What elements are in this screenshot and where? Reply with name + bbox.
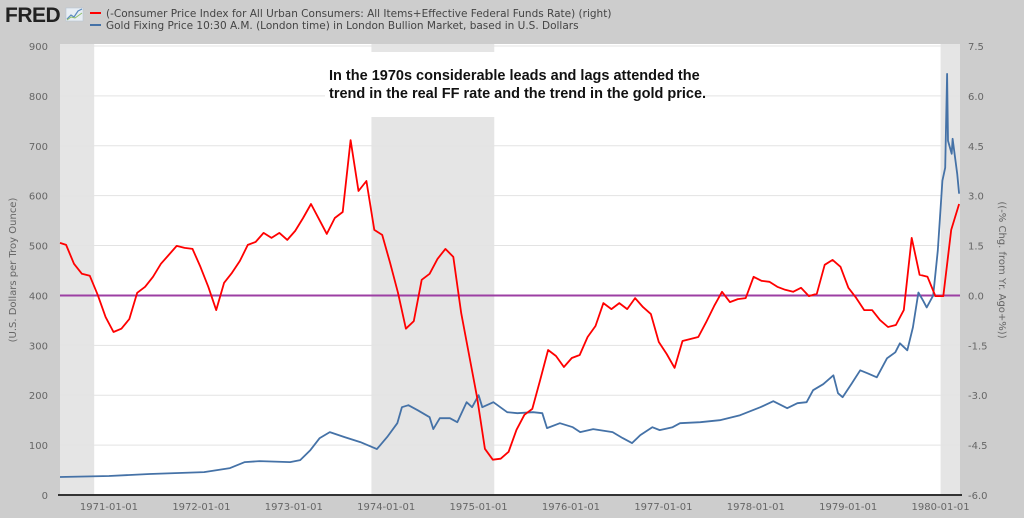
y-tick-label: 300 xyxy=(29,341,48,352)
series-lines xyxy=(59,73,960,478)
y-tick-label: 100 xyxy=(29,441,48,452)
legend-item-cpi-ff[interactable]: (-Consumer Price Index for All Urban Con… xyxy=(90,8,611,20)
legend-item-gold[interactable]: Gold Fixing Price 10:30 A.M. (London tim… xyxy=(90,20,579,32)
y-tick-label: 200 xyxy=(29,391,48,402)
x-tick-label: 1972-01-01 xyxy=(172,502,230,513)
y-right-tick-label: -3.0 xyxy=(968,391,988,402)
legend: (-Consumer Price Index for All Urban Con… xyxy=(90,8,611,32)
y-tick-label: 400 xyxy=(29,291,48,302)
x-tick-label: 1974-01-01 xyxy=(357,502,415,513)
recession-band xyxy=(940,44,960,495)
x-axis-ticks: 1971-01-01 1972-01-01 1973-01-01 1974-01-01… xyxy=(80,502,970,513)
x-tick-label: 1976-01-01 xyxy=(542,502,600,513)
series-real-ff-rate-line xyxy=(59,139,960,461)
y-tick-label: 0 xyxy=(42,491,48,502)
y-right-tick-label: 3.0 xyxy=(968,192,984,203)
annotation-box xyxy=(325,52,705,117)
x-tick-label: 1973-01-01 xyxy=(265,502,323,513)
x-tick-label: 1975-01-01 xyxy=(450,502,508,513)
annotation-line-1: In the 1970s considerable leads and lags… xyxy=(329,68,700,84)
x-tick-label: 1978-01-01 xyxy=(727,502,785,513)
y-axis-left-title: (U.S. Dollars per Troy Ounce) xyxy=(8,198,19,343)
y-axis-left-ticks: 0 100 200 300 400 500 600 700 800 900 xyxy=(29,42,48,502)
recession-band xyxy=(60,44,95,495)
annotation-line-2: trend in the real FF rate and the trend … xyxy=(329,86,706,102)
y-right-tick-label: 0.0 xyxy=(968,291,984,302)
x-tick-label: 1971-01-01 xyxy=(80,502,138,513)
y-right-tick-label: 7.5 xyxy=(968,42,984,53)
legend-label: Gold Fixing Price 10:30 A.M. (London tim… xyxy=(106,20,579,32)
annotation: In the 1970s considerable leads and lags… xyxy=(325,52,706,117)
y-tick-label: 800 xyxy=(29,92,48,103)
y-right-tick-label: -1.5 xyxy=(968,341,988,352)
plot-area xyxy=(60,44,960,495)
x-tick-label: 1977-01-01 xyxy=(634,502,692,513)
x-tick-label: 1980-01-01 xyxy=(912,502,970,513)
logo-chart-icon xyxy=(65,7,84,22)
series-gold-price-line xyxy=(59,73,960,478)
y-tick-label: 900 xyxy=(29,42,48,53)
y-right-tick-label: 4.5 xyxy=(968,142,984,153)
y-tick-label: 700 xyxy=(29,142,48,153)
logo-text: FRED xyxy=(5,4,61,27)
x-tick-label: 1979-01-01 xyxy=(819,502,877,513)
y-right-tick-label: 6.0 xyxy=(968,92,984,103)
y-tick-label: 500 xyxy=(29,242,48,253)
y-right-tick-label: -6.0 xyxy=(968,491,988,502)
y-axis-right-title: ((-% Chg. from Yr. Ago+%)) xyxy=(996,201,1007,338)
y-axis-right-ticks: -6.0 -4.5 -3.0 -1.5 0.0 1.5 3.0 4.5 6.0 7.5 xyxy=(968,42,988,502)
y-right-tick-label: 1.5 xyxy=(968,242,984,253)
fred-logo[interactable]: FRED xyxy=(5,4,84,27)
legend-label: (-Consumer Price Index for All Urban Con… xyxy=(106,8,611,20)
y-right-tick-label: -4.5 xyxy=(968,441,988,452)
y-tick-label: 600 xyxy=(29,192,48,203)
